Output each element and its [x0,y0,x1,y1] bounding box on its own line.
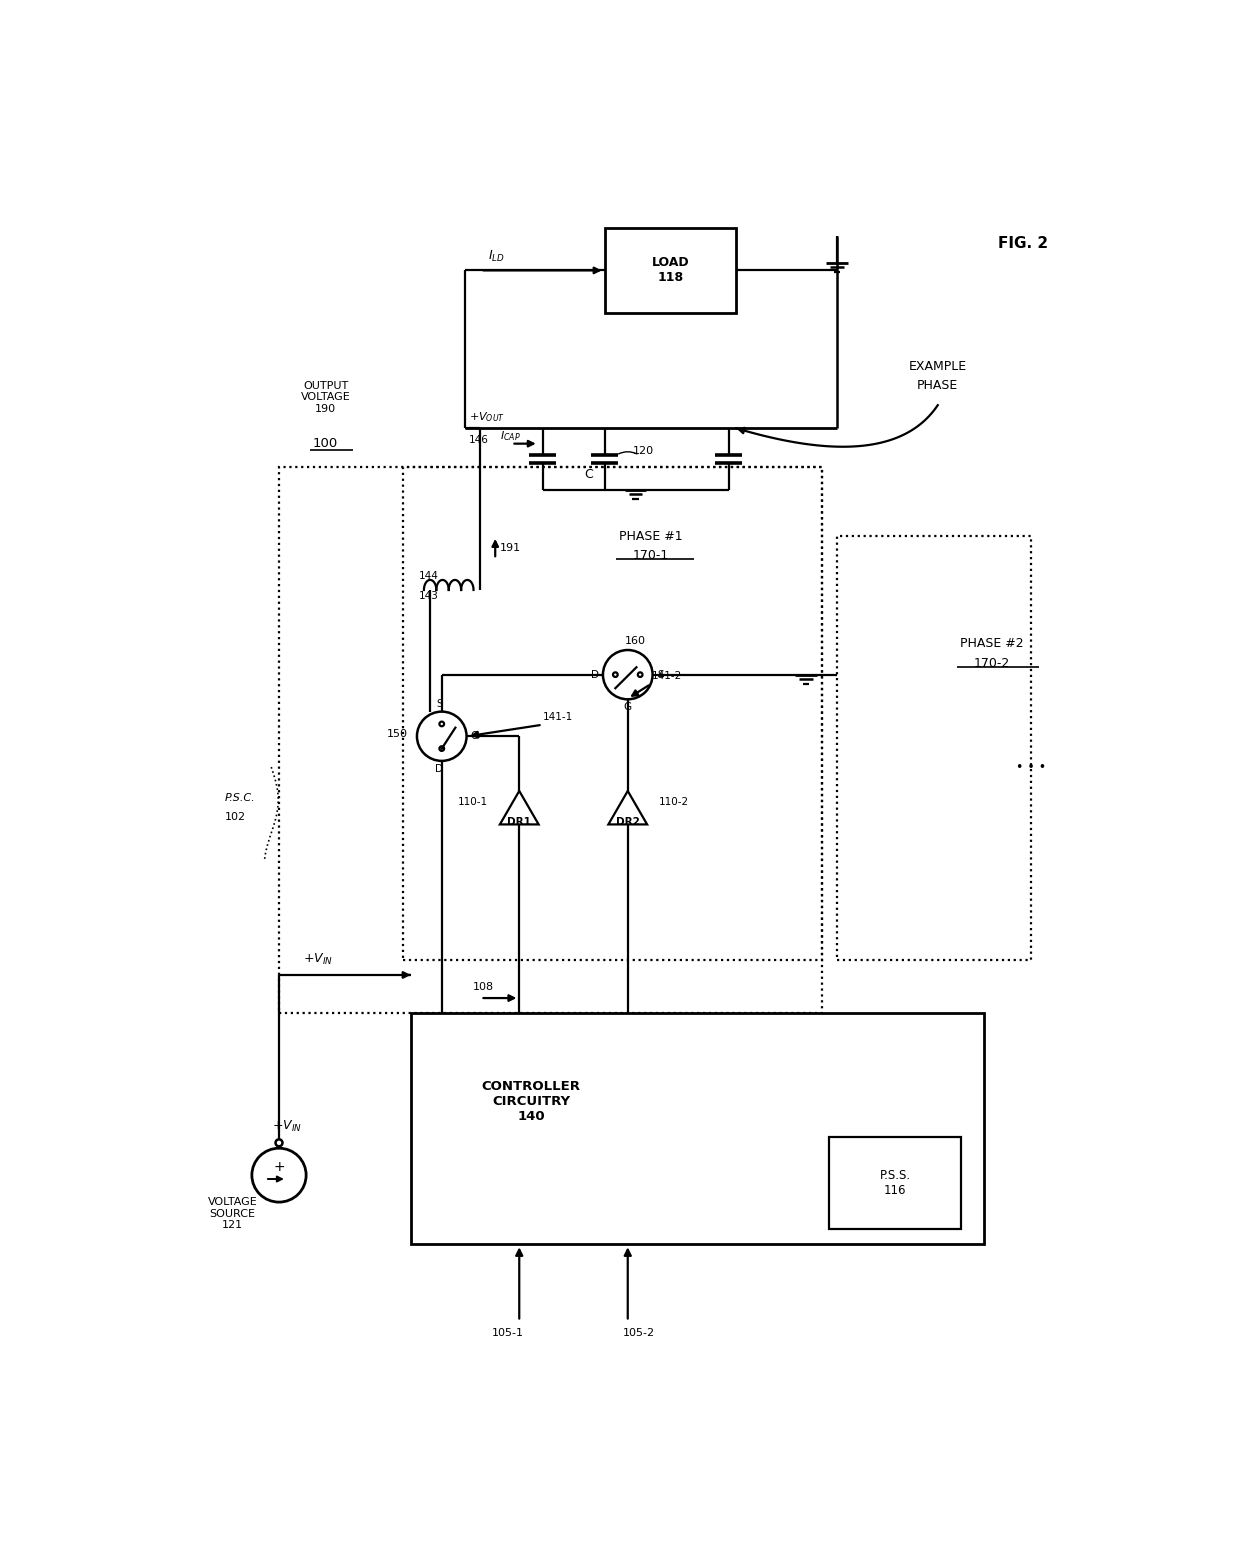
Text: G: G [624,702,632,712]
Text: PHASE #1: PHASE #1 [619,530,683,542]
Text: $I_{CAP}$: $I_{CAP}$ [500,429,521,443]
Text: 170-2: 170-2 [973,657,1011,670]
Text: VOLTAGE
SOURCE
121: VOLTAGE SOURCE 121 [207,1197,258,1231]
Text: 102: 102 [224,813,246,822]
Bar [403,466,821,959]
Text: $+V_{OUT}$: $+V_{OUT}$ [469,410,505,424]
Circle shape [637,673,642,678]
Text: $+V_{IN}$: $+V_{IN}$ [303,953,332,967]
Text: 105-2: 105-2 [624,1329,656,1338]
Bar [279,466,821,1013]
Text: 170-1: 170-1 [632,549,670,563]
Text: DR1: DR1 [507,817,531,827]
Text: P.S.S.
116: P.S.S. 116 [879,1169,910,1197]
Text: OUTPUT
VOLTAGE
190: OUTPUT VOLTAGE 190 [300,381,351,413]
Text: G: G [470,732,479,741]
Text: D: D [435,763,444,774]
Text: 110-2: 110-2 [660,797,689,807]
Bar [410,1013,985,1245]
Text: $I_{LD}$: $I_{LD}$ [487,249,505,264]
Text: 120: 120 [632,446,653,457]
Bar [830,1136,961,1229]
Text: FIG. 2: FIG. 2 [998,236,1048,250]
Text: DR2: DR2 [616,817,640,827]
Circle shape [439,721,444,726]
Text: 108: 108 [472,982,494,991]
Text: 191: 191 [500,542,521,553]
Text: P.S.C.: P.S.C. [224,793,255,803]
Text: +: + [273,1161,285,1175]
Text: 160: 160 [625,636,646,646]
Bar [605,228,737,312]
Text: 143: 143 [419,591,439,601]
Text: LOAD
118: LOAD 118 [651,256,689,284]
Text: • • •: • • • [1016,760,1045,774]
Text: C: C [584,468,594,480]
Text: 141-1: 141-1 [543,712,573,723]
Text: S: S [436,699,443,709]
Bar [837,536,1030,959]
Text: D: D [591,670,599,679]
Text: 105-1: 105-1 [491,1329,523,1338]
Circle shape [613,673,618,678]
Text: 100: 100 [312,437,339,451]
Text: PHASE: PHASE [918,379,959,393]
Text: $+V_{IN}$: $+V_{IN}$ [272,1119,301,1134]
Text: 150: 150 [387,729,408,740]
Text: 146: 146 [469,435,489,444]
Circle shape [439,746,444,751]
Text: 141-2: 141-2 [651,671,682,681]
Text: CONTROLLER
CIRCUITRY
140: CONTROLLER CIRCUITRY 140 [481,1080,580,1122]
Circle shape [275,1139,283,1147]
Text: 110-1: 110-1 [458,797,487,807]
Text: S: S [657,670,663,679]
Text: 144: 144 [419,572,439,581]
Text: PHASE #2: PHASE #2 [960,637,1024,651]
Text: EXAMPLE: EXAMPLE [909,361,967,373]
